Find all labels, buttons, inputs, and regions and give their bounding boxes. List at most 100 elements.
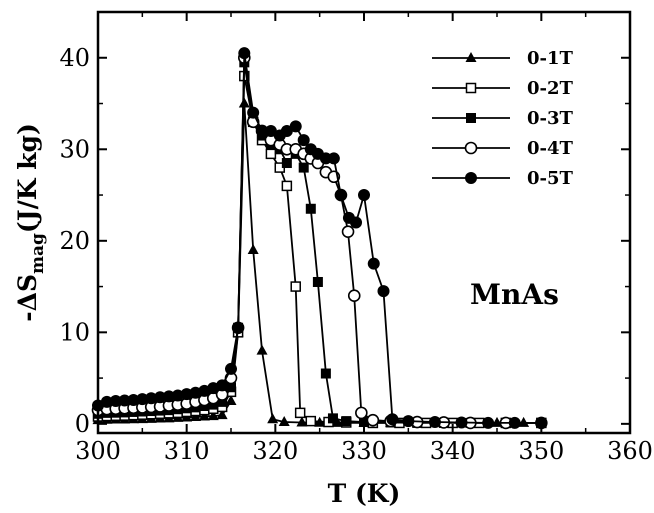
data-point [297, 134, 310, 147]
legend-marker [465, 52, 477, 62]
data-point [334, 189, 347, 202]
legend-marker [465, 172, 477, 184]
data-point [289, 120, 302, 133]
data-point [535, 416, 548, 429]
legend-label: 0-4T [527, 138, 574, 159]
data-point [367, 257, 380, 270]
data-point [162, 390, 175, 403]
legend-label: 0-3T [527, 108, 574, 129]
legend-marker [464, 141, 478, 155]
x-tick-label: 310 [164, 437, 210, 465]
y-tick-label: 20 [59, 227, 90, 255]
data-point [290, 281, 301, 292]
data-point [347, 289, 361, 303]
legend-label: 0-5T [527, 168, 574, 189]
data-point [428, 416, 441, 429]
series-0-5T [92, 47, 548, 429]
data-point [180, 388, 193, 401]
data-point [247, 243, 259, 254]
data-point [327, 152, 340, 165]
data-point [216, 409, 228, 420]
legend-label: 0-1T [527, 48, 574, 69]
data-point [355, 406, 368, 420]
y-tick-label: 10 [59, 318, 90, 346]
legend-entry: 0-2T [432, 78, 574, 99]
data-point [508, 416, 521, 429]
data-point [455, 416, 468, 429]
data-point [327, 413, 338, 424]
data-point [225, 362, 237, 375]
data-point [118, 394, 131, 407]
data-point [518, 416, 530, 427]
data-point [171, 389, 184, 402]
data-point [232, 321, 245, 334]
data-point [216, 379, 229, 392]
legend-entry: 0-3T [432, 108, 574, 129]
y-axis-title-subscript: mag [28, 233, 48, 274]
data-point [296, 416, 308, 427]
data-point [226, 382, 236, 393]
data-point [341, 225, 355, 238]
data-point [198, 410, 210, 421]
y-tick-label: 30 [59, 135, 90, 163]
data-point [127, 394, 140, 407]
legend: 0-1T 0-2T 0-3T 0-4T 0-5T [432, 48, 574, 189]
legend-label: 0-2T [527, 78, 574, 99]
y-axis-title-prefix: -ΔS [13, 274, 42, 322]
x-tick-label: 300 [75, 437, 121, 465]
y-axis-title: -ΔSmag(J/K kg) [13, 123, 48, 322]
data-point [265, 148, 277, 160]
data-point [208, 399, 219, 410]
data-point [305, 415, 317, 427]
data-point [386, 413, 399, 426]
compound-annotation: MnAs [470, 278, 559, 311]
x-tick-label: 360 [607, 437, 653, 465]
data-point [298, 162, 309, 173]
data-point [136, 393, 149, 406]
data-point [238, 47, 251, 60]
data-point [280, 124, 293, 137]
data-point [225, 394, 237, 405]
data-point [402, 415, 415, 428]
data-point [377, 285, 390, 298]
data-point [281, 158, 292, 169]
legend-entry: 0-4T [432, 138, 574, 159]
data-point [294, 407, 306, 419]
data-point [482, 416, 495, 429]
data-point [256, 124, 269, 137]
x-axis-title: T (K) [328, 479, 401, 508]
data-point [267, 413, 279, 424]
data-point [256, 344, 268, 355]
x-tick-label: 350 [518, 437, 564, 465]
legend-entry: 0-1T [432, 48, 574, 69]
x-tick-label: 320 [252, 437, 298, 465]
data-point [341, 416, 352, 427]
legend-marker [465, 82, 477, 94]
legend-entry: 0-5T [432, 168, 574, 189]
data-point [154, 391, 167, 404]
data-point [305, 203, 316, 214]
y-axis-title-suffix: (J/K kg) [13, 123, 42, 233]
data-point [366, 413, 380, 427]
y-tick-label: 40 [59, 44, 90, 72]
data-point [100, 395, 113, 408]
data-point [264, 124, 277, 137]
y-tick-label: 0 [75, 410, 90, 438]
data-point [207, 410, 219, 421]
data-point [281, 180, 293, 192]
data-point [312, 276, 323, 287]
data-point [247, 106, 260, 119]
series-layer [91, 47, 548, 430]
data-point [145, 392, 158, 405]
data-point [350, 216, 363, 229]
legend-marker [466, 113, 476, 123]
data-point [217, 396, 228, 407]
ticks-layer: 300 310 320 330 340 350 360 0 10 20 30 40 [59, 12, 653, 465]
data-point [359, 417, 369, 428]
data-point [358, 189, 370, 202]
data-point [109, 394, 122, 407]
x-tick-label: 340 [430, 437, 476, 465]
x-tick-label: 330 [341, 437, 387, 465]
data-point [320, 368, 331, 379]
